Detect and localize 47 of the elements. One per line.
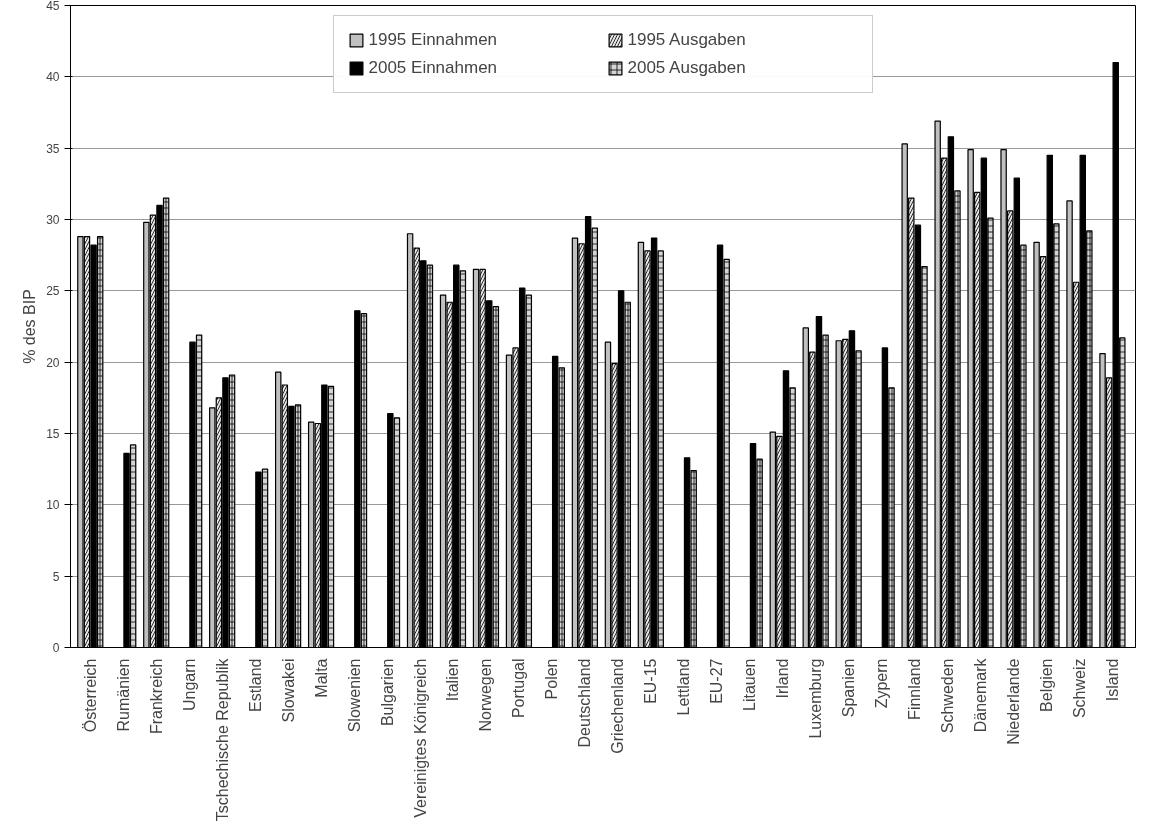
y-tick-label: 35 xyxy=(46,141,60,156)
x-tick-label: Estland xyxy=(246,658,264,712)
y-tick-label: 25 xyxy=(46,284,60,299)
x-tick-label: Niederlande xyxy=(1005,658,1022,745)
y-tick-label: 10 xyxy=(46,498,60,513)
legend-label: 1995 Einnahmen xyxy=(368,30,499,50)
x-tick-label: Belgien xyxy=(1037,658,1055,712)
x-tick-label: Deutschland xyxy=(576,658,594,748)
x-tick-label: Zypern xyxy=(873,658,891,709)
x-tick-label: Norwegen xyxy=(477,658,495,732)
x-tick-label: Polen xyxy=(543,658,561,700)
x-tick-label: Slowenien xyxy=(345,658,363,733)
legend-label: 1995 Ausgaben xyxy=(627,30,747,50)
legend-label: 2005 Ausgaben xyxy=(627,58,747,78)
y-axis-title: % des BIP xyxy=(21,289,39,364)
y-tick-label: 40 xyxy=(46,70,60,85)
y-tick-label: 15 xyxy=(46,427,60,441)
x-tick-label: Italien xyxy=(444,658,462,702)
x-tick-label: Spanien xyxy=(840,658,858,718)
x-tick-label: Tschechische Republik xyxy=(213,657,231,822)
x-tick-label: Irland xyxy=(774,658,792,699)
x-tick-label: Malta xyxy=(312,658,330,698)
x-tick-label: Ungarn xyxy=(180,658,198,711)
x-tick-label: Portugal xyxy=(510,658,528,719)
y-tick-label: 5 xyxy=(52,569,60,584)
x-tick-label: Schweiz xyxy=(1070,658,1088,719)
x-tick-label: Finnland xyxy=(906,658,924,720)
x-tick-label: Bulgarien xyxy=(378,658,396,727)
y-tick-label: 0 xyxy=(52,641,60,655)
x-tick-label: Griechenland xyxy=(609,658,627,754)
x-tick-label: EU-27 xyxy=(708,658,726,704)
x-tick-label: EU-15 xyxy=(642,658,660,704)
x-tick-label: Vereinigtes Königreich xyxy=(411,658,429,818)
x-tick-label: Rumänien xyxy=(114,658,132,732)
x-tick-label: Frankreich xyxy=(147,658,165,735)
y-tick-label: 30 xyxy=(46,213,60,227)
y-tick-label: 20 xyxy=(46,355,60,370)
x-tick-label: Luxemburg xyxy=(807,658,825,739)
y-tick-label: 45 xyxy=(46,0,60,13)
x-tick-label: Island xyxy=(1103,658,1121,702)
x-tick-label: Österreich xyxy=(81,658,99,733)
x-tick-label: Lettland xyxy=(675,658,693,716)
x-tick-label: Schweden xyxy=(939,658,957,734)
x-tick-label: Dänemark xyxy=(972,657,990,733)
legend-label: 2005 Einnahmen xyxy=(368,58,499,78)
x-tick-label: Slowakei xyxy=(279,658,297,723)
x-tick-label: Litauen xyxy=(741,658,759,711)
